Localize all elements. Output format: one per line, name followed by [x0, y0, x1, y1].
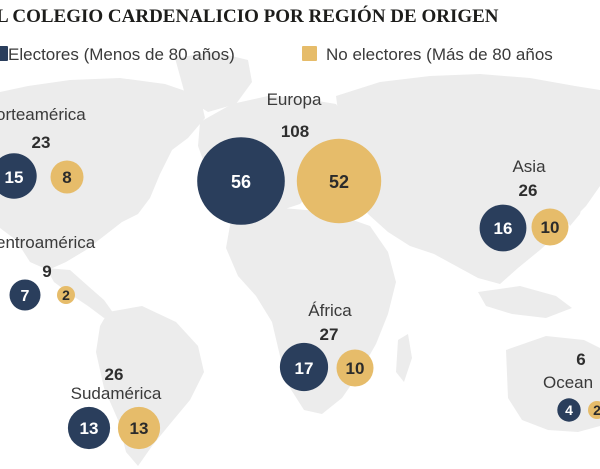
region-total-europa: 108	[281, 122, 309, 141]
region-label-centroamerica: entroamérica	[0, 233, 96, 252]
region-label-sudamerica: Sudamérica	[71, 384, 162, 403]
region-total-africa: 27	[320, 325, 339, 344]
value-no-electores-europa: 52	[329, 172, 349, 192]
bubble-no-electores-asia	[531, 208, 569, 246]
value-electores-sudamerica: 13	[80, 419, 99, 438]
value-no-electores-norteamerica: 8	[62, 168, 71, 187]
value-electores-europa: 56	[231, 172, 251, 192]
bubble-electores-europa	[197, 137, 285, 225]
bubble-electores-centroamerica	[9, 279, 41, 311]
region-group-asia: Asia 26 16 10	[479, 157, 569, 252]
bubble-no-electores-europa	[296, 138, 382, 224]
value-no-electores-sudamerica: 13	[130, 419, 149, 438]
region-group-europa: Europa 108 56 52	[197, 90, 382, 225]
region-label-asia: Asia	[512, 157, 546, 176]
region-group-sudamerica: 26 Sudamérica 13 13	[67, 365, 162, 450]
bubble-no-electores-norteamerica	[50, 160, 84, 194]
region-group-norteamerica: orteamérica 23 15 8	[0, 105, 86, 199]
bubble-electores-oceania	[557, 398, 581, 422]
map-greenland	[175, 52, 252, 112]
legend-swatch-electores	[0, 46, 8, 61]
chart-title: L COLEGIO CARDENALICIO POR REGIÓN DE ORI…	[0, 5, 499, 27]
value-electores-asia: 16	[494, 219, 513, 238]
region-group-centroamerica: entroamérica 9 7 2	[0, 233, 96, 311]
bubble-no-electores-africa	[336, 349, 374, 387]
value-electores-africa: 17	[295, 359, 314, 378]
value-no-electores-asia: 10	[541, 218, 560, 237]
region-group-oceania: 6 Ocean 4 2	[543, 350, 600, 422]
region-total-asia: 26	[519, 181, 538, 200]
value-electores-centroamerica: 7	[21, 288, 30, 305]
value-no-electores-africa: 10	[346, 359, 365, 378]
region-label-europa: Europa	[267, 90, 322, 109]
region-label-africa: África	[308, 301, 352, 320]
legend-swatch-no-electores	[302, 46, 317, 61]
region-total-norteamerica: 23	[32, 133, 51, 152]
region-label-oceania: Ocean	[543, 373, 593, 392]
bubble-no-electores-oceania	[588, 401, 600, 419]
region-group-africa: África 27 17 10	[279, 301, 374, 392]
value-electores-oceania: 4	[565, 402, 573, 418]
bubble-no-electores-sudamerica	[117, 406, 161, 450]
map-se-asia-islands	[478, 286, 572, 318]
world-map	[0, 52, 600, 466]
region-total-sudamerica: 26	[105, 365, 124, 384]
map-north-america	[0, 78, 205, 270]
bubble-electores-asia	[479, 204, 527, 252]
region-total-oceania: 6	[576, 350, 585, 369]
region-label-norteamerica: orteamérica	[0, 105, 86, 124]
map-madagascar	[396, 334, 412, 382]
value-no-electores-centroamerica: 2	[62, 287, 70, 303]
legend: Electores (Menos de 80 años) No electore…	[0, 45, 553, 64]
bubble-electores-africa	[279, 342, 329, 392]
bubble-electores-norteamerica	[0, 153, 37, 199]
bubble-electores-sudamerica	[67, 406, 111, 450]
map-central-america	[46, 268, 114, 318]
value-no-electores-oceania: 2	[593, 402, 600, 418]
bubble-no-electores-centroamerica	[57, 286, 75, 304]
legend-label-electores: Electores (Menos de 80 años)	[8, 45, 235, 64]
map-japan	[562, 172, 586, 226]
region-total-centroamerica: 9	[42, 262, 51, 281]
legend-label-no-electores: No electores (Más de 80 años	[326, 45, 553, 64]
value-electores-norteamerica: 15	[5, 168, 24, 187]
